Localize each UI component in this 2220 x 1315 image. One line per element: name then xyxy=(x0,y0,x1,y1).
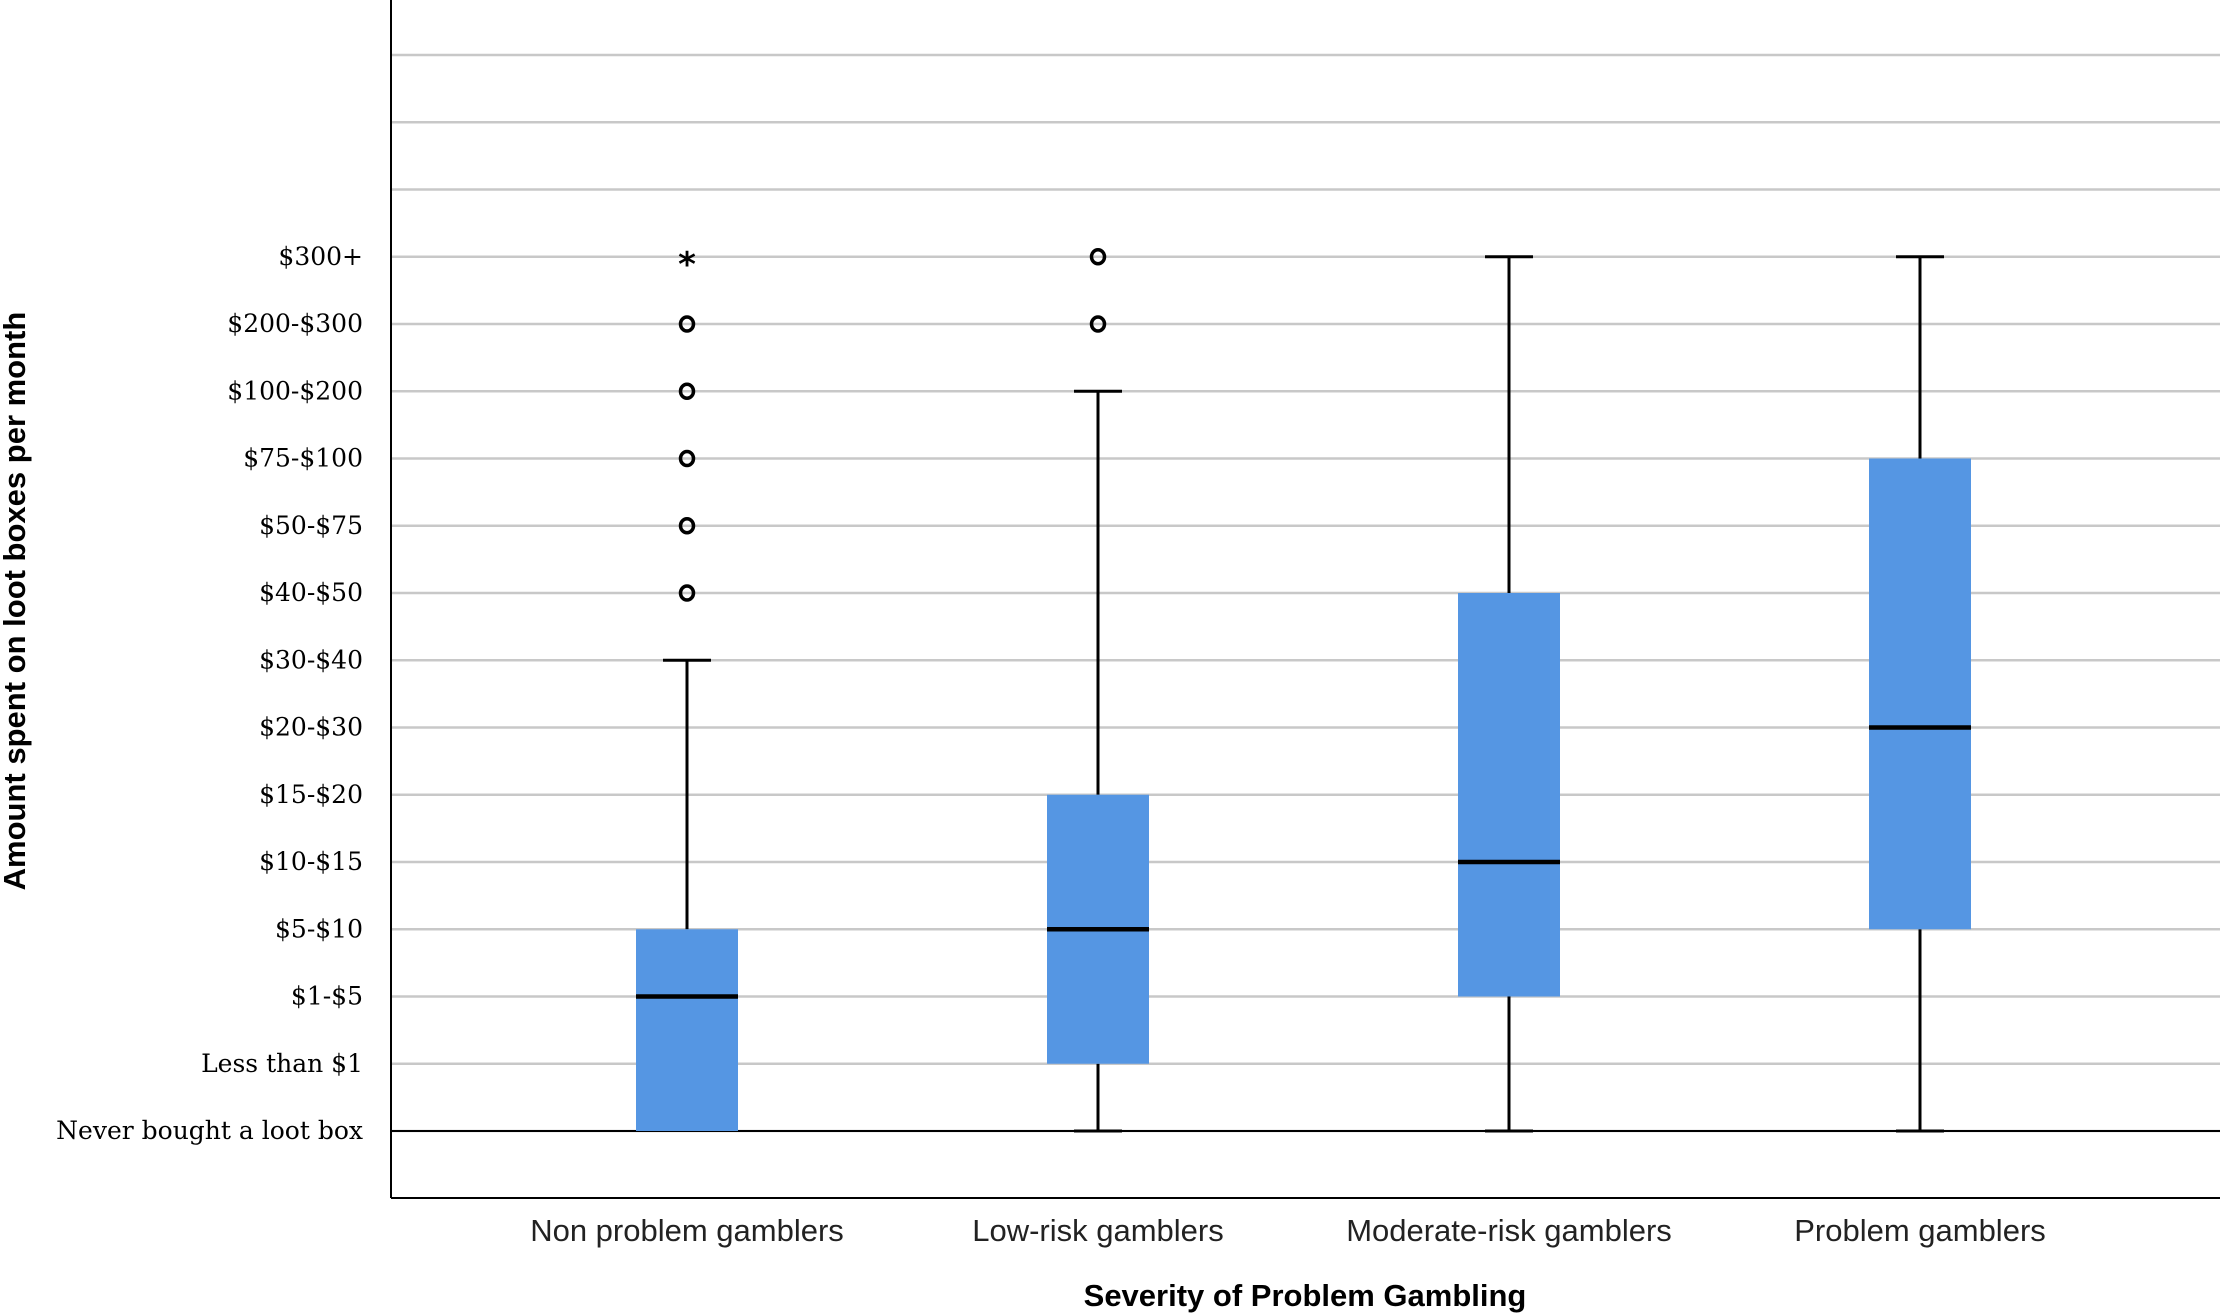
category-label: Low-risk gamblers xyxy=(972,1213,1224,1248)
y-tick-label: Never bought a loot box xyxy=(56,1116,363,1145)
category-label: Problem gamblers xyxy=(1794,1213,2046,1248)
category-label: Non problem gamblers xyxy=(530,1213,844,1248)
iqr-box xyxy=(1869,458,1971,930)
x-axis-title: Severity of Problem Gambling xyxy=(1084,1278,1527,1313)
box-group: * xyxy=(636,245,738,1131)
box-group xyxy=(1047,248,1149,1133)
outlier-point xyxy=(1089,315,1107,333)
outlier-point xyxy=(678,517,696,535)
category-labels: Non problem gamblers Low-risk gamblers Mod… xyxy=(530,1213,2046,1248)
y-tick-label: $75-$100 xyxy=(243,444,363,473)
y-axis-title: Amount spent on loot boxes per month xyxy=(0,312,32,891)
y-tick-label: $10-$15 xyxy=(259,847,363,876)
outlier-point xyxy=(678,315,696,333)
y-tick-label: Less than $1 xyxy=(201,1049,363,1078)
box-group xyxy=(1869,255,1971,1133)
outlier-point xyxy=(678,584,696,602)
y-tick-label: $15-$20 xyxy=(259,780,363,809)
y-tick-label: $200-$300 xyxy=(227,309,363,338)
outlier-point xyxy=(678,382,696,400)
axes xyxy=(390,0,2220,1199)
y-tick-label: $100-$200 xyxy=(227,376,363,405)
category-label: Moderate-risk gamblers xyxy=(1346,1213,1672,1248)
y-tick-label: $50-$75 xyxy=(259,511,363,540)
outlier-point xyxy=(1089,248,1107,266)
y-tick-label: $20-$30 xyxy=(259,713,363,742)
y-tick-label: $30-$40 xyxy=(259,645,363,674)
y-tick-label: $5-$10 xyxy=(275,914,363,943)
iqr-box xyxy=(636,929,738,1131)
y-tick-label: $1-$5 xyxy=(291,982,363,1011)
y-tick-label: $40-$50 xyxy=(259,578,363,607)
box-group xyxy=(1458,255,1560,1133)
extreme-point: * xyxy=(678,245,696,285)
y-tick-label: $300+ xyxy=(278,242,363,271)
outlier-point xyxy=(678,449,696,468)
boxes: * xyxy=(636,245,1971,1133)
iqr-box xyxy=(1458,593,1560,997)
y-tick-labels: Never bought a loot box Less than $1 $1-$5… xyxy=(56,242,363,1145)
